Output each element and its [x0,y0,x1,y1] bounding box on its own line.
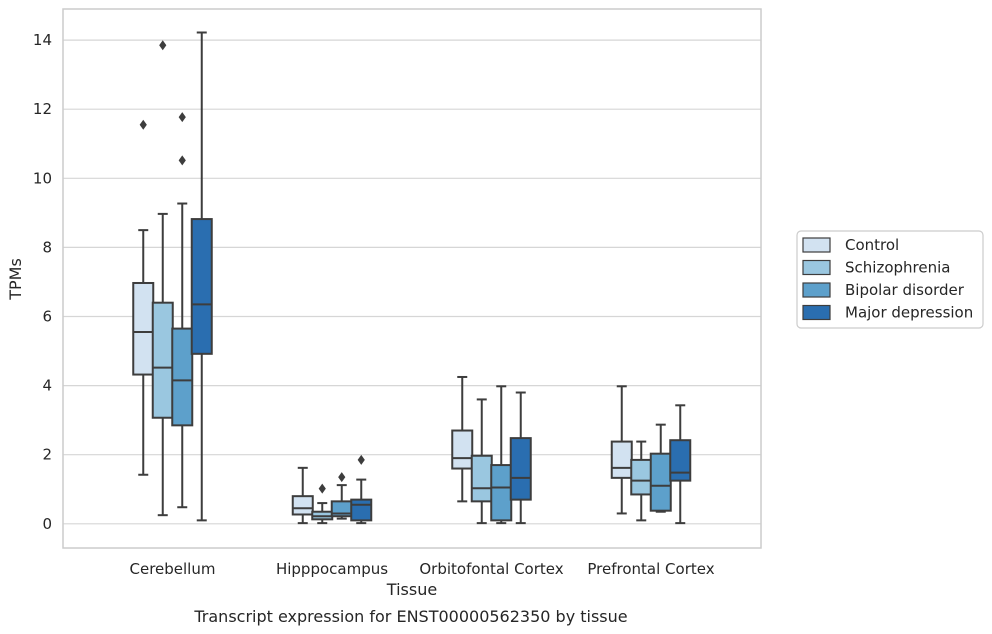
x-tick-label: Cerebellum [130,560,216,578]
box-body [151,301,174,419]
x-tick-label: Hipppocampus [276,560,388,578]
box-3-1 [171,112,194,509]
axis-ticks: 0 2 4 6 8 10 12 14 Cerebellum Hipppocampus Orbitof… [33,31,715,578]
box-3-2 [330,472,353,520]
box-4-1 [190,31,213,522]
box-body [669,439,692,482]
y-tick-label: 12 [33,100,52,118]
box-body [649,452,672,512]
legend-swatch [802,282,831,298]
legend-swatch [802,259,831,276]
x-axis-label: Tissue [386,580,437,599]
box-body [509,437,532,501]
y-tick-label: 2 [42,446,52,464]
x-tick-label: Prefrontal Cortex [587,560,714,578]
outlier-point [178,112,186,123]
legend: Control Schizophrenia Bipolar disorder Majo… [796,230,984,329]
box-4-3 [509,391,532,525]
y-tick-label: 0 [42,515,52,533]
legend-swatch [802,237,831,253]
legend-label: Control [845,236,899,254]
outlier-point [338,472,346,483]
box-1-2 [291,466,314,525]
y-tick-label: 6 [42,308,52,326]
legend-frame [796,230,984,329]
box-body [630,458,653,496]
legend-label: Schizophrenia [845,259,950,277]
grid-lines [63,39,761,525]
box-body [190,218,213,355]
box-1-4 [610,385,633,515]
boxes-layer [132,31,692,525]
box-body [171,327,194,427]
outlier-point [318,483,326,494]
box-body [451,429,474,470]
y-tick-label: 8 [42,238,52,256]
box-body [610,440,633,479]
box-1-1 [132,119,155,476]
y-axis-label: TPMs [6,258,25,301]
y-tick-label: 10 [33,169,52,187]
box-2-2 [311,483,334,525]
box-body [470,454,493,503]
box-body [490,464,513,522]
legend-swatch [802,304,831,321]
outlier-point [159,40,167,51]
outlier-point [139,119,147,130]
box-4-2 [350,454,373,525]
box-2-1 [151,40,174,517]
y-tick-label: 14 [33,31,52,49]
y-tick-label: 4 [42,377,52,395]
outlier-point [357,454,365,465]
box-3-4 [649,423,672,513]
box-body [350,498,373,522]
box-body [132,281,155,376]
plot-frame [62,8,762,549]
box-2-4 [630,440,653,522]
box-4-4 [669,404,692,525]
chart-caption: Transcript expression for ENST0000056235… [193,607,627,626]
outlier-point [178,155,186,166]
box-body [291,495,314,516]
x-tick-label: Orbitofontal Cortex [419,560,563,578]
legend-label: Major depression [845,304,973,322]
box-2-3 [470,398,493,525]
box-1-3 [451,375,474,503]
legend-label: Bipolar disorder [845,281,965,299]
